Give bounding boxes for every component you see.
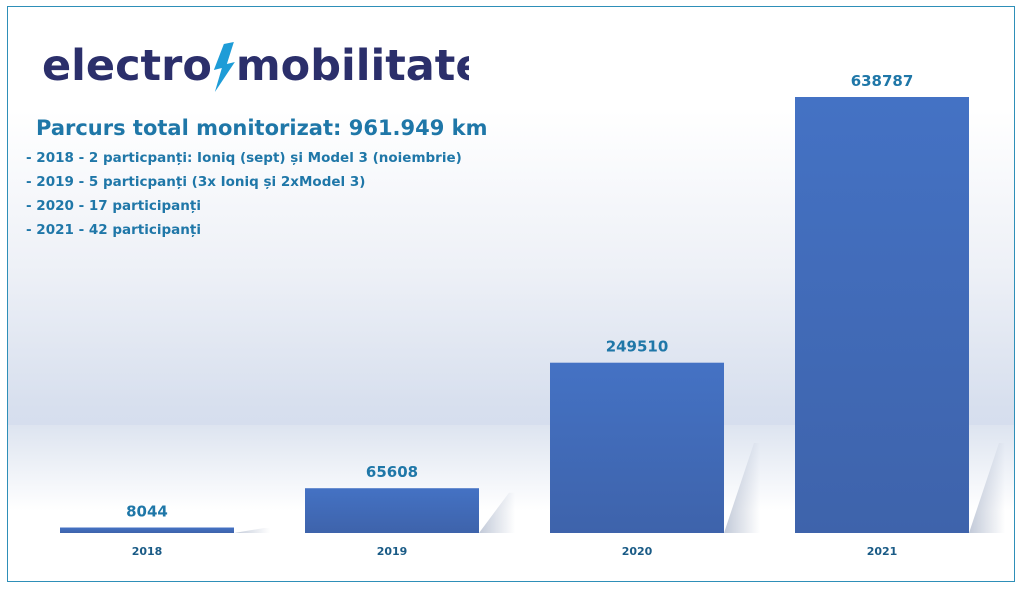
data-label-2020: 249510 [606, 338, 669, 356]
bar-shadows [234, 443, 1005, 533]
data-labels: 8044 65608 249510 638787 [126, 72, 913, 521]
info-line-2018: - 2018 - 2 particpanți: Ioniq (sept) și … [26, 150, 462, 166]
info-line-2019: - 2019 - 5 particpanți (3x Ioniq și 2xMo… [26, 174, 366, 190]
bar-shadow-2020 [724, 443, 760, 533]
logo-graphic: electro mobilitate [42, 41, 469, 92]
x-tick-2021: 2021 [867, 545, 898, 558]
bar-shadow-2018 [234, 528, 270, 533]
info-line-2020: - 2020 - 17 participanți [26, 198, 201, 214]
x-tick-2018: 2018 [132, 545, 163, 558]
info-line-2021: - 2021 - 42 participanți [26, 222, 201, 238]
bar-2020 [550, 362, 724, 533]
x-tick-2019: 2019 [377, 545, 408, 558]
bar-2019 [305, 488, 479, 533]
bar-shadow-2021 [969, 443, 1005, 533]
bars [60, 97, 969, 533]
lightning-bolt-icon [213, 42, 235, 92]
logo: electro mobilitate [24, 28, 469, 103]
bar-2021 [795, 97, 969, 533]
x-tick-labels: 2018 2019 2020 2021 [132, 545, 898, 558]
data-label-2021: 638787 [851, 72, 914, 90]
info-list: - 2018 - 2 particpanți: Ioniq (sept) și … [26, 146, 462, 242]
x-tick-2020: 2020 [622, 545, 653, 558]
bar-2018 [60, 527, 234, 533]
bar-shadow-2019 [479, 492, 515, 533]
logo-text-mobilitate: mobilitate [236, 41, 469, 91]
logo-text-electro: electro [42, 41, 212, 91]
data-label-2018: 8044 [126, 503, 168, 521]
data-label-2019: 65608 [366, 463, 418, 481]
info-title: Parcurs total monitorizat: 961.949 km [36, 116, 488, 140]
